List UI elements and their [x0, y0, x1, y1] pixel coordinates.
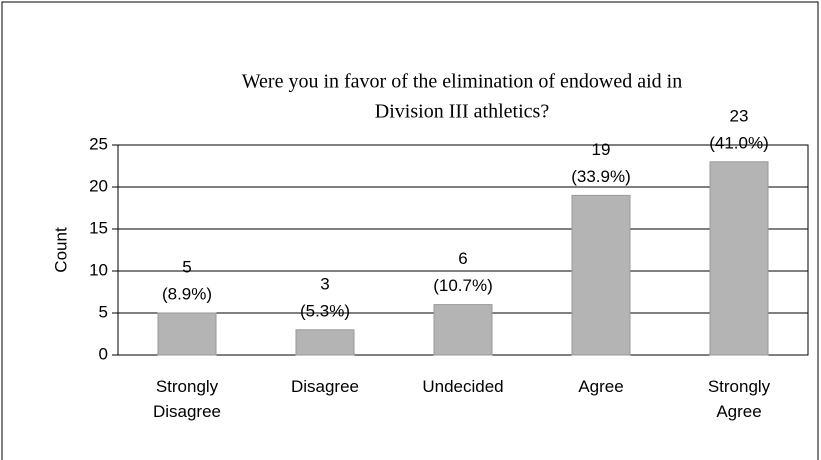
data-label: (41.0%) — [709, 133, 769, 152]
x-tick-label: Agree — [578, 377, 623, 396]
data-label: (8.9%) — [162, 284, 212, 303]
bar — [433, 304, 493, 356]
x-tick-label: Strongly Disagree — [153, 377, 221, 421]
y-tick-label: 0 — [99, 344, 108, 363]
data-label: 6 — [458, 249, 467, 268]
y-tick-label: 5 — [99, 302, 108, 321]
y-tick-label: 20 — [89, 176, 108, 195]
y-tick-label: 25 — [89, 134, 108, 153]
bar — [295, 329, 355, 356]
y-tick-label: 10 — [89, 260, 108, 279]
chart-title: Division III athletics? — [375, 101, 550, 123]
y-tick-label: 15 — [89, 218, 108, 237]
bar — [571, 194, 631, 356]
data-label: 3 — [320, 274, 329, 293]
x-tick-label: Undecided — [422, 377, 503, 396]
y-axis-label: Count — [51, 227, 70, 273]
x-tick-label: Strongly Agree — [708, 377, 771, 421]
data-label: 23 — [730, 106, 749, 125]
bar — [157, 312, 217, 356]
bar — [709, 161, 769, 356]
data-label: (10.7%) — [433, 276, 493, 295]
data-label: (5.3%) — [300, 301, 350, 320]
x-tick-label: Disagree — [291, 377, 359, 396]
chart-title: Were you in favor of the elimination of … — [242, 71, 682, 93]
data-label: (33.9%) — [571, 167, 631, 186]
data-label: 5 — [182, 257, 191, 276]
data-label: 19 — [592, 140, 611, 159]
